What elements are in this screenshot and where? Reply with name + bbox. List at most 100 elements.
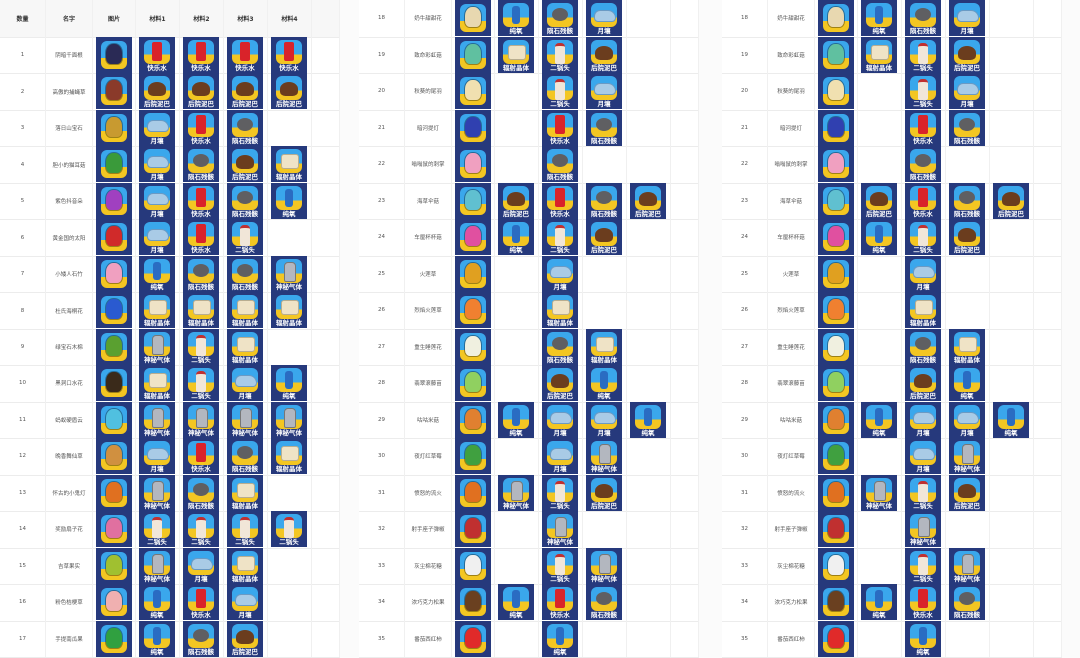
- material-O-item[interactable]: 纯氧: [498, 219, 534, 255]
- material-O-item[interactable]: 纯氧: [271, 365, 307, 401]
- material-G-item[interactable]: 神秘气体: [861, 475, 897, 511]
- material-Y-item[interactable]: 月壤: [139, 438, 175, 474]
- material-M-item[interactable]: 后院泥巴: [949, 219, 985, 255]
- material-K-item[interactable]: 快乐水: [183, 183, 219, 219]
- material-K-item[interactable]: 快乐水: [905, 183, 941, 219]
- material-K-item[interactable]: 快乐水: [227, 37, 263, 73]
- material-F-item[interactable]: 辐射晶体: [139, 365, 175, 401]
- material-S-item[interactable]: 陨石残骸: [586, 110, 622, 146]
- material-E-item[interactable]: 二锅头: [905, 219, 941, 255]
- material-S-item[interactable]: 陨石残骸: [227, 183, 263, 219]
- material-S-item[interactable]: 陨石残骸: [183, 146, 219, 182]
- material-G-item[interactable]: 神秘气体: [542, 511, 578, 547]
- material-E-item[interactable]: 二锅头: [905, 475, 941, 511]
- material-K-item[interactable]: 快乐水: [183, 584, 219, 620]
- material-S-item[interactable]: 陨石残骸: [949, 110, 985, 146]
- material-Y-item[interactable]: 月壤: [949, 0, 985, 36]
- material-S-item[interactable]: 陨石残骸: [905, 329, 941, 365]
- material-E-item[interactable]: 二锅头: [542, 219, 578, 255]
- material-S-item[interactable]: 陨石残骸: [542, 329, 578, 365]
- material-F-item[interactable]: 辐射晶体: [227, 292, 263, 328]
- material-M-item[interactable]: 后院泥巴: [586, 37, 622, 73]
- material-M-item[interactable]: 后院泥巴: [271, 73, 307, 109]
- material-S-item[interactable]: 陨石残骸: [949, 584, 985, 620]
- material-F-item[interactable]: 辐射晶体: [227, 548, 263, 584]
- material-G-item[interactable]: 神秘气体: [905, 511, 941, 547]
- material-S-item[interactable]: 陨石残骸: [949, 183, 985, 219]
- material-E-item[interactable]: 二锅头: [183, 329, 219, 365]
- material-O-item[interactable]: 纯氧: [861, 219, 897, 255]
- material-O-item[interactable]: 纯氧: [498, 402, 534, 438]
- material-F-item[interactable]: 辐射晶体: [861, 37, 897, 73]
- material-E-item[interactable]: 二锅头: [227, 511, 263, 547]
- material-G-item[interactable]: 神秘气体: [139, 475, 175, 511]
- material-S-item[interactable]: 陨石残骸: [586, 584, 622, 620]
- material-G-item[interactable]: 神秘气体: [271, 402, 307, 438]
- material-S-item[interactable]: 陨石残骸: [227, 110, 263, 146]
- material-M-item[interactable]: 后院泥巴: [630, 183, 666, 219]
- material-Y-item[interactable]: 月壤: [183, 548, 219, 584]
- material-F-item[interactable]: 辐射晶体: [271, 292, 307, 328]
- material-S-item[interactable]: 陨石残骸: [183, 256, 219, 292]
- material-G-item[interactable]: 神秘气体: [586, 438, 622, 474]
- material-K-item[interactable]: 快乐水: [542, 110, 578, 146]
- material-O-item[interactable]: 纯氧: [139, 256, 175, 292]
- material-M-item[interactable]: 后院泥巴: [498, 183, 534, 219]
- material-O-item[interactable]: 纯氧: [498, 584, 534, 620]
- material-K-item[interactable]: 快乐水: [139, 37, 175, 73]
- material-S-item[interactable]: 陨石残骸: [542, 0, 578, 36]
- material-S-item[interactable]: 陨石残骸: [542, 146, 578, 182]
- material-Y-item[interactable]: 月壤: [542, 402, 578, 438]
- material-F-item[interactable]: 辐射晶体: [271, 438, 307, 474]
- material-S-item[interactable]: 陨石残骸: [183, 475, 219, 511]
- material-E-item[interactable]: 二锅头: [183, 511, 219, 547]
- material-K-item[interactable]: 快乐水: [183, 37, 219, 73]
- material-Y-item[interactable]: 月壤: [227, 365, 263, 401]
- material-E-item[interactable]: 二锅头: [542, 548, 578, 584]
- material-K-item[interactable]: 快乐水: [183, 110, 219, 146]
- material-F-item[interactable]: 辐射晶体: [271, 146, 307, 182]
- material-O-item[interactable]: 纯氧: [498, 0, 534, 36]
- material-E-item[interactable]: 二锅头: [183, 365, 219, 401]
- material-F-item[interactable]: 辐射晶体: [183, 292, 219, 328]
- material-K-item[interactable]: 快乐水: [183, 219, 219, 255]
- material-Y-item[interactable]: 月壤: [949, 73, 985, 109]
- material-M-item[interactable]: 后院泥巴: [949, 37, 985, 73]
- material-E-item[interactable]: 二锅头: [227, 219, 263, 255]
- material-S-item[interactable]: 陨石残骸: [227, 438, 263, 474]
- material-Y-item[interactable]: 月壤: [542, 256, 578, 292]
- material-E-item[interactable]: 二锅头: [542, 73, 578, 109]
- material-K-item[interactable]: 快乐水: [271, 37, 307, 73]
- material-Y-item[interactable]: 月壤: [542, 438, 578, 474]
- material-E-item[interactable]: 二锅头: [905, 37, 941, 73]
- material-F-item[interactable]: 辐射晶体: [227, 329, 263, 365]
- material-G-item[interactable]: 神秘气体: [949, 438, 985, 474]
- material-O-item[interactable]: 纯氧: [949, 365, 985, 401]
- material-F-item[interactable]: 辐射晶体: [949, 329, 985, 365]
- material-K-item[interactable]: 快乐水: [905, 584, 941, 620]
- material-Y-item[interactable]: 月壤: [586, 0, 622, 36]
- material-F-item[interactable]: 辐射晶体: [227, 475, 263, 511]
- material-Y-item[interactable]: 月壤: [586, 73, 622, 109]
- material-M-item[interactable]: 后院泥巴: [542, 365, 578, 401]
- material-G-item[interactable]: 神秘气体: [949, 548, 985, 584]
- material-K-item[interactable]: 快乐水: [905, 110, 941, 146]
- material-M-item[interactable]: 后院泥巴: [861, 183, 897, 219]
- material-G-item[interactable]: 神秘气体: [498, 475, 534, 511]
- material-S-item[interactable]: 陨石残骸: [183, 621, 219, 657]
- material-E-item[interactable]: 二锅头: [905, 548, 941, 584]
- material-K-item[interactable]: 快乐水: [542, 183, 578, 219]
- material-Y-item[interactable]: 月壤: [139, 183, 175, 219]
- material-Y-item[interactable]: 月壤: [905, 438, 941, 474]
- material-M-item[interactable]: 后院泥巴: [227, 73, 263, 109]
- material-M-item[interactable]: 后院泥巴: [139, 73, 175, 109]
- material-K-item[interactable]: 快乐水: [183, 438, 219, 474]
- material-M-item[interactable]: 后院泥巴: [227, 146, 263, 182]
- material-Y-item[interactable]: 月壤: [905, 402, 941, 438]
- material-O-item[interactable]: 纯氧: [993, 402, 1029, 438]
- material-O-item[interactable]: 纯氧: [139, 621, 175, 657]
- material-G-item[interactable]: 神秘气体: [271, 256, 307, 292]
- material-E-item[interactable]: 二锅头: [542, 475, 578, 511]
- material-F-item[interactable]: 辐射晶体: [905, 292, 941, 328]
- material-Y-item[interactable]: 月壤: [139, 146, 175, 182]
